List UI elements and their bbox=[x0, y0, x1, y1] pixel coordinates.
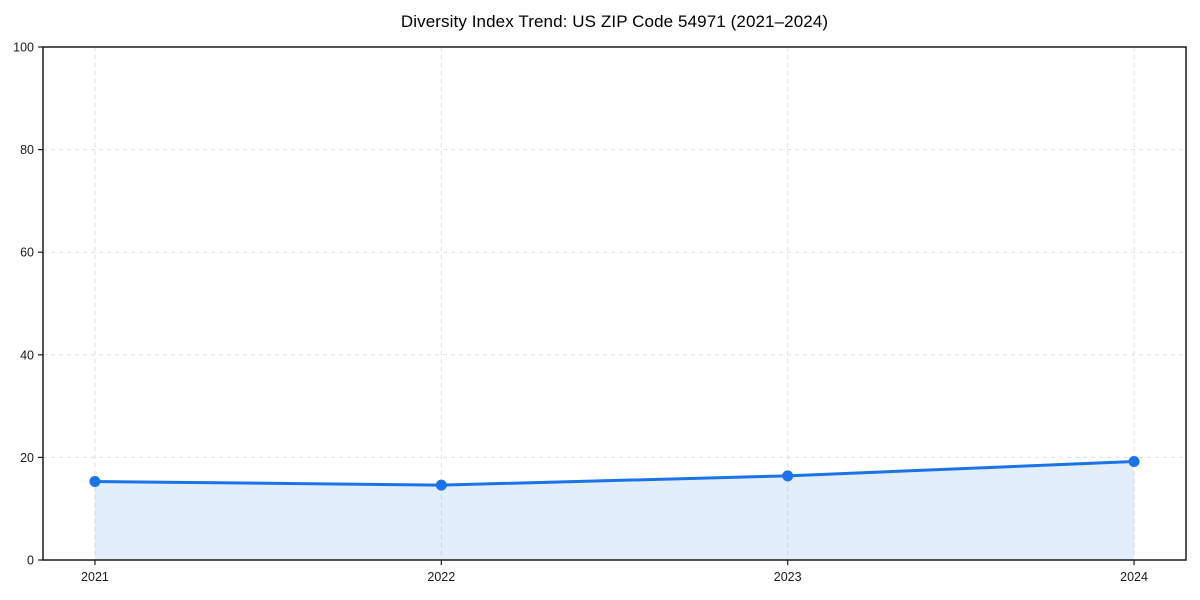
x-tick-label: 2022 bbox=[427, 570, 455, 584]
y-tick-label: 60 bbox=[20, 246, 34, 260]
trend-line bbox=[93, 460, 1136, 487]
y-tick-label: 40 bbox=[20, 348, 34, 362]
chart-title: Diversity Index Trend: US ZIP Code 54971… bbox=[400, 12, 829, 31]
data-point bbox=[782, 470, 794, 482]
x-tick-label: 2023 bbox=[774, 570, 802, 584]
data-point bbox=[1128, 456, 1140, 468]
axis-frame bbox=[42, 46, 1187, 561]
data-point bbox=[89, 476, 101, 488]
y-tick-label: 100 bbox=[13, 41, 34, 55]
y-tick-label: 80 bbox=[20, 143, 34, 157]
y-tick-label: 0 bbox=[27, 554, 34, 568]
x-tick-label: 2024 bbox=[1120, 570, 1148, 584]
data-point bbox=[435, 479, 447, 491]
x-tick-label: 2021 bbox=[81, 570, 109, 584]
area-fill bbox=[94, 461, 1135, 560]
y-tick-label: 20 bbox=[20, 451, 34, 465]
